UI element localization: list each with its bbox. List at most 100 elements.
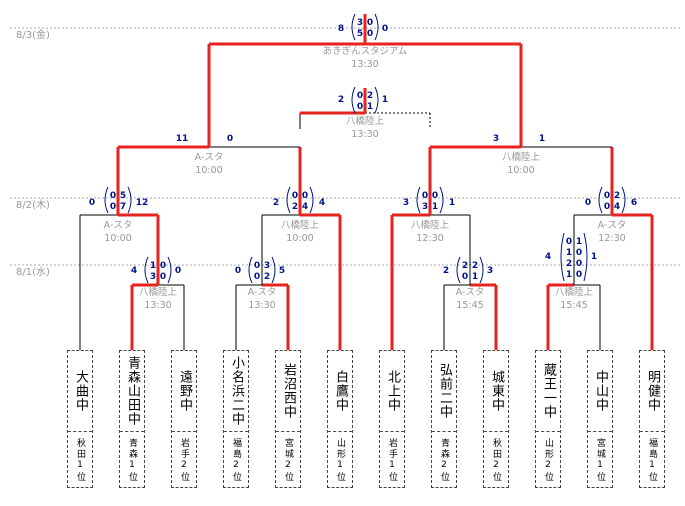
total-score-left: 11 [176,134,189,144]
venue-label: 八橋陸上 [139,286,178,298]
team-divider [224,431,248,432]
team-name: 城東中 [489,370,504,412]
total-score-right: 0 [382,24,388,34]
score-paren-right [374,13,379,41]
total-score-right: 4 [319,198,325,208]
inning-score: 3 [357,18,363,28]
inning-score: 0 [357,102,363,112]
score-paren-right [374,86,379,114]
team-name: 蔵王一中 [541,363,556,419]
inning-score: 0 [462,272,468,282]
inning-score: 2 [367,91,373,101]
score-paren-right [583,232,588,282]
score-paren-right [439,186,444,214]
score-paren-left [598,186,603,214]
score-paren-left [351,86,356,114]
total-score-left: 2 [273,198,279,208]
inning-score: 2 [462,261,468,271]
score-paren-left [560,232,565,282]
inning-score: 0 [576,270,582,280]
inning-score: 1 [566,248,572,258]
score-paren-left [248,256,253,284]
total-score-right: 6 [631,198,637,208]
inning-score: 0 [302,191,308,201]
inning-score: 0 [432,191,438,201]
match-time: 15:45 [456,300,483,311]
total-score-right: 12 [136,198,149,208]
team-divider [172,431,196,432]
team-name: 岩沼西中 [281,363,296,419]
total-score-right: 1 [382,95,388,105]
total-score-right: 0 [227,134,233,144]
total-score-right: 3 [487,266,493,276]
match-time: 10:00 [507,165,534,176]
team-prefecture-rank: 山形1位 [335,437,345,483]
total-score-left: 2 [338,95,344,105]
inning-score: 1 [432,202,438,212]
total-score-left: 8 [338,24,344,34]
inning-score: 0 [110,191,116,201]
team-divider [484,431,508,432]
inning-score: 3 [422,202,428,212]
inning-score: 0 [566,237,572,247]
inning-score: 2 [292,202,298,212]
date-label: 8/3(金) [16,28,50,41]
inning-score: 0 [367,18,373,28]
score-paren-right [167,256,172,284]
match-time: 12:30 [598,233,625,244]
team-name: 北上中 [385,370,400,412]
total-score-left: 4 [131,266,137,276]
inning-score: 0 [292,191,298,201]
team-prefecture-rank: 宮城2位 [283,437,293,483]
match-time: 13:30 [248,300,275,311]
total-score-right: 0 [175,266,181,276]
total-score-left: 3 [403,198,409,208]
inning-score: 0 [254,261,260,271]
inning-score: 0 [367,29,373,39]
match-time: 10:00 [286,233,313,244]
team-divider [276,431,300,432]
team-name: 遠野中 [177,370,192,412]
inning-score: 5 [357,29,363,39]
total-score-left: 0 [585,198,591,208]
inning-score: 2 [566,259,572,269]
team-cell: 蔵王一中 山形2位 [535,350,561,488]
inning-score: 1 [367,102,373,112]
date-label: 8/1(水) [16,266,50,278]
team-divider [588,431,612,432]
inning-score: 0 [422,191,428,201]
venue-label: A-スタ [598,220,627,231]
inning-score: 1 [576,237,582,247]
venue-label: 八橋陸上 [502,151,541,163]
team-name: 白鷹中 [333,370,348,412]
total-score-left: 0 [235,266,241,276]
inning-score: 0 [604,202,610,212]
team-cell: 青森山田中 青森1位 [119,350,145,488]
venue-label: A-スタ [104,220,133,231]
inning-score: 2 [264,272,270,282]
team-cell: 北上中 岩手1位 [379,350,405,488]
team-name: 中山中 [593,370,608,412]
team-cell: 岩沼西中宮城2位 [275,350,301,488]
venue-label: A-スタ [456,287,485,298]
inning-score: 5 [120,191,126,201]
score-paren-left [144,256,149,284]
total-score-left: 0 [89,198,95,208]
venue-label: 八橋陸上 [346,115,385,127]
team-cell: 遠野中 岩手2位 [171,350,197,488]
match-time: 10:00 [195,165,222,176]
team-name: 小名浜二中 [229,356,244,426]
inning-score: 2 [472,261,478,271]
score-paren-left [416,186,421,214]
match-time: 15:45 [560,300,587,311]
venue-label: あきぎんスタジアム [323,45,408,57]
score-paren-left [351,13,356,41]
score-paren-left [456,256,461,284]
score-paren-left [104,186,109,214]
match-time: 13:30 [144,300,171,311]
team-prefecture-rank: 秋田2位 [491,437,501,483]
score-paren-right [127,186,132,214]
inning-score: 3 [150,272,156,282]
team-prefecture-rank: 福島1位 [647,437,657,483]
inning-score: 0 [160,272,166,282]
